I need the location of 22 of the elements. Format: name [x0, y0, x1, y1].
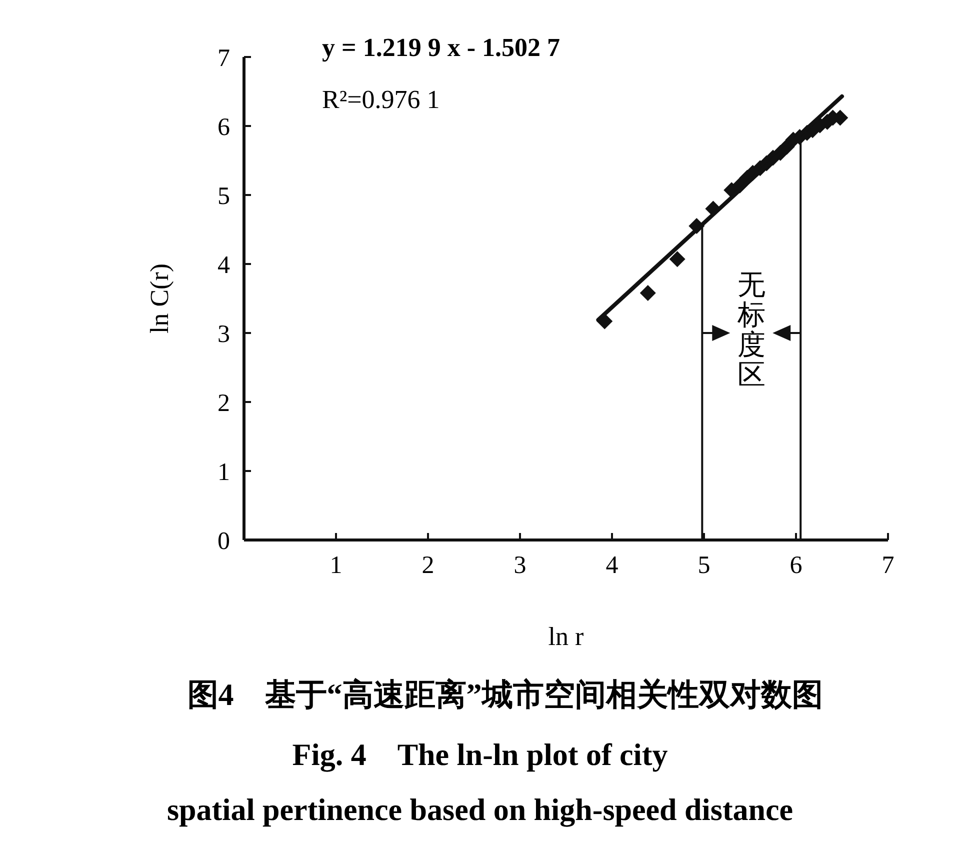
y-tick-label: 5	[218, 183, 230, 210]
x-tick-label: 4	[606, 552, 619, 579]
y-tick-label: 2	[218, 390, 230, 417]
text: 图4 基于“高速距离”城市空间相关性双对数图	[187, 677, 823, 712]
y-tick-label: 3	[218, 321, 230, 348]
y-tick-label: 4	[218, 252, 230, 279]
x-tick-label: 6	[790, 552, 802, 579]
x-tick-label: 7	[882, 552, 894, 579]
annotation: y = 1.219 9 x - 1.502 7	[322, 33, 560, 62]
x-tick-label: 3	[514, 552, 526, 579]
x-axis-title: ln r	[548, 622, 584, 651]
y-tick-label: 0	[218, 528, 230, 555]
y-tick-label: 1	[218, 459, 230, 486]
text: Fig. 4 The ln-ln plot of city spatial pertinence based on high-speed distance	[166, 737, 794, 827]
y-tick-label: 7	[218, 45, 230, 72]
annotation: 无标度区	[736, 270, 766, 391]
x-tick-label: 5	[698, 552, 710, 579]
x-tick-label: 1	[330, 552, 342, 579]
annotation: R²=0.976 1	[322, 85, 440, 114]
y-axis-title: ln C(r)	[145, 263, 174, 334]
y-tick-label: 6	[218, 114, 230, 141]
x-tick-label: 2	[422, 552, 434, 579]
